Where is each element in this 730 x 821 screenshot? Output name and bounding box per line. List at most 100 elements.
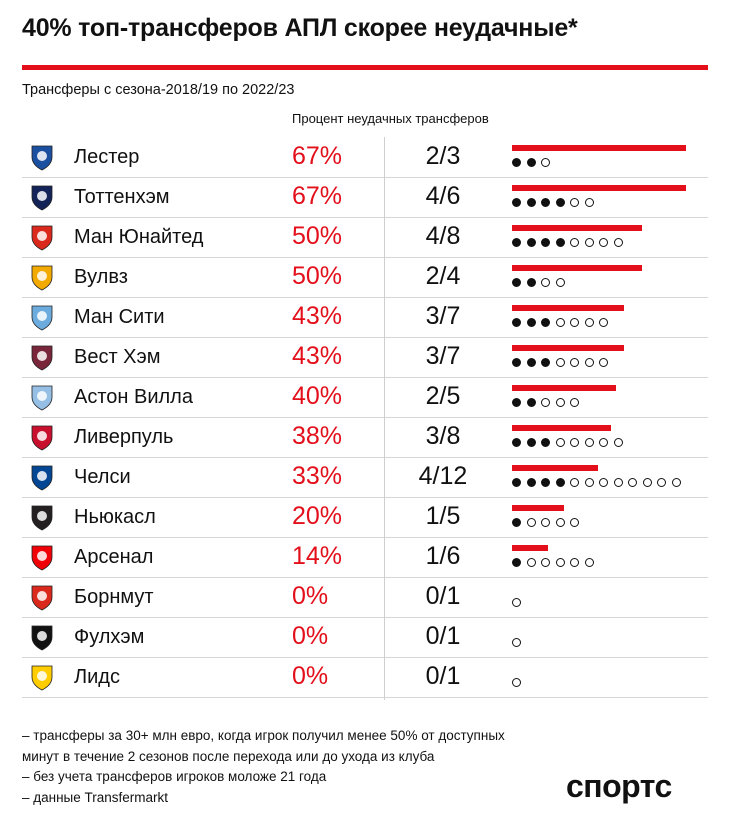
transfer-dot (584, 358, 594, 367)
percent-label: 0% (292, 662, 329, 690)
team-name: Челси (74, 466, 131, 488)
failed-transfer-dot (541, 358, 550, 367)
team-name: Арсенал (74, 546, 154, 568)
ratio-label: 2/5 (425, 382, 461, 410)
footnote-line: – без учета трансферов игроков моложе 21… (22, 769, 327, 784)
transfer-dot (584, 478, 594, 487)
table-row: Ман Юнайтед 50% 4/8 (22, 218, 708, 258)
transfer-dot (555, 398, 565, 407)
team-name: Лестер (74, 146, 140, 168)
percent-bar (512, 545, 549, 551)
percent-label: 0% (292, 582, 329, 610)
percent-label: 14% (292, 542, 343, 570)
failed-transfer-dot (526, 358, 536, 367)
row-separator (22, 457, 708, 458)
transfer-dot (584, 318, 594, 327)
failed-transfer-dot (541, 318, 550, 327)
transfer-dot (555, 438, 565, 447)
percent-bar (512, 465, 598, 471)
failed-transfer-dot (526, 438, 536, 447)
transfer-dot (570, 558, 579, 567)
leeds-logo (31, 665, 53, 691)
ratio-label: 3/7 (425, 342, 461, 370)
percent-label: 0% (292, 622, 329, 650)
transfer-dot (570, 438, 579, 447)
team-name: Вест Хэм (74, 346, 161, 368)
table-row: Ньюкасл 20% 1/5 (22, 498, 708, 538)
ratio-label: 2/3 (425, 142, 461, 170)
transfer-dot (570, 238, 579, 247)
ratio-label: 0/1 (425, 622, 461, 650)
transfer-dot (599, 438, 608, 447)
bournemouth-logo (31, 585, 53, 611)
table-row: Тоттенхэм 67% 4/6 (22, 178, 708, 218)
row-separator (22, 417, 708, 418)
failed-transfer-dot (555, 238, 565, 247)
transfer-dot (613, 478, 623, 487)
table-row: Ливерпуль 38% 3/8 (22, 418, 708, 458)
failed-transfer-dot (512, 158, 521, 167)
team-name: Лидс (74, 666, 120, 688)
failed-transfer-dot (512, 518, 521, 527)
row-separator (22, 217, 708, 218)
team-name: Вулвз (74, 266, 128, 288)
footnote-line: – данные Transfermarkt (22, 789, 169, 805)
failed-transfer-dot (541, 438, 550, 447)
transfer-dot (599, 478, 608, 487)
row-separator (22, 497, 708, 498)
table-row: Лидс 0% 0/1 (22, 658, 708, 698)
row-separator (22, 537, 708, 538)
transfer-dot (570, 358, 579, 367)
ratio-label: 0/1 (425, 662, 461, 690)
team-name: Тоттенхэм (74, 186, 170, 208)
failed-transfer-dot (512, 318, 521, 327)
transfer-dot (541, 398, 550, 407)
transfer-dot (555, 318, 565, 327)
percent-label: 67% (292, 182, 343, 210)
column-header: Процент неудачных трансферов (292, 111, 489, 126)
table-row: Арсенал 14% 1/6 (22, 538, 708, 578)
percent-label: 50% (292, 222, 343, 250)
failed-transfer-dot (526, 158, 536, 167)
failed-transfer-dot (526, 478, 536, 487)
transfer-dot (570, 518, 579, 527)
percent-label: 40% (292, 382, 343, 410)
ratio-label: 3/7 (425, 302, 461, 330)
west-ham-logo (31, 345, 53, 371)
table-row: Вулвз 50% 2/4 (22, 258, 708, 298)
team-name: Ман Юнайтед (74, 226, 204, 248)
transfer-dot (541, 158, 550, 167)
transfer-dot (555, 518, 565, 527)
fulham-logo (31, 625, 53, 651)
transfer-dot (541, 518, 550, 527)
percent-label: 67% (292, 142, 343, 170)
transfer-dot (584, 238, 594, 247)
ratio-label: 3/8 (425, 422, 461, 450)
table-row: Челси 33% 4/12 (22, 458, 708, 498)
man-united-logo (31, 225, 53, 251)
ratio-label: 2/4 (425, 262, 461, 290)
row-separator (22, 297, 708, 298)
failed-transfer-dot (512, 558, 521, 567)
man-city-logo (31, 305, 53, 331)
table-row: Фулхэм 0% 0/1 (22, 618, 708, 658)
percent-bar (512, 505, 564, 511)
table-row: Ман Сити 43% 3/7 (22, 298, 708, 338)
ratio-label: 1/5 (425, 502, 461, 530)
failed-transfer-dot (512, 478, 521, 487)
table-row: Борнмут 0% 0/1 (22, 578, 708, 618)
ratio-label: 4/6 (425, 182, 461, 210)
transfer-dot (555, 358, 565, 367)
transfer-dot (642, 478, 652, 487)
transfer-dot (570, 198, 579, 207)
failed-transfer-dot (541, 198, 550, 207)
team-name: Ливерпуль (74, 426, 174, 448)
failed-transfer-dot (526, 318, 536, 327)
footnote-line: минут в течение 2 сезонов после перехода… (22, 748, 435, 764)
column-divider (384, 137, 385, 700)
percent-label: 38% (292, 422, 343, 450)
footnotes: – трансферы за 30+ млн евро, когда игрок… (22, 726, 505, 808)
aston-villa-logo (31, 385, 53, 411)
wolves-logo (31, 265, 53, 291)
row-separator (22, 697, 708, 698)
